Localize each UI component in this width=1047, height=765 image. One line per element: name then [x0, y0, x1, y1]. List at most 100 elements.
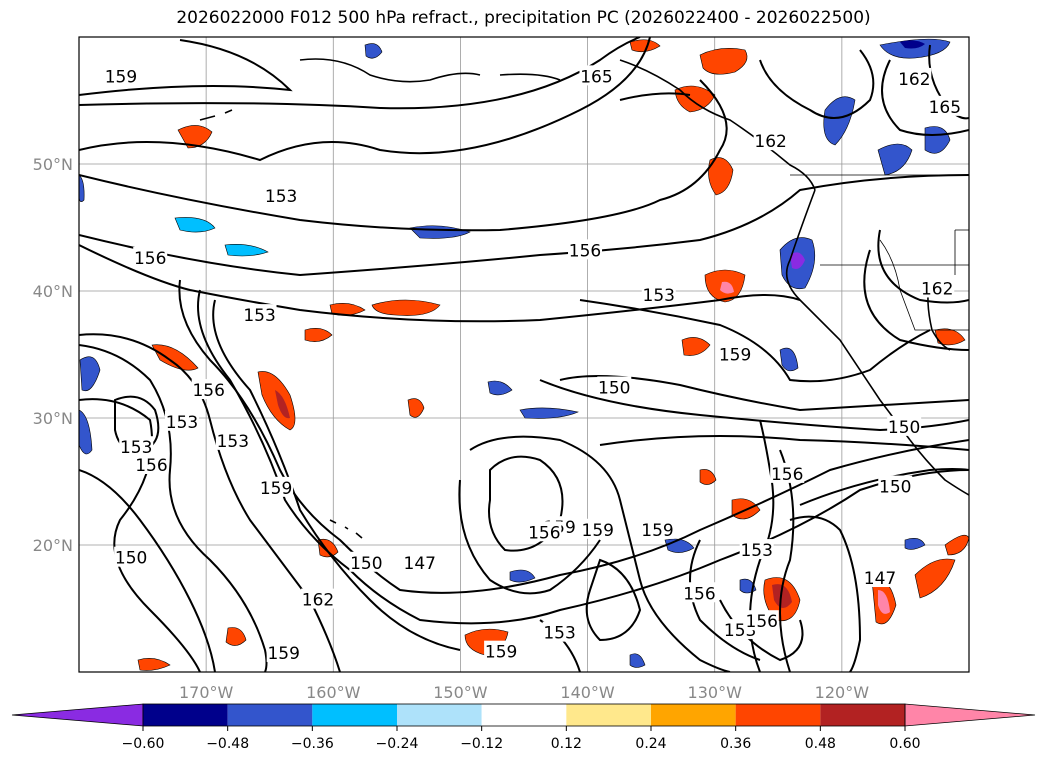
contour-label: 147 — [404, 554, 436, 574]
contour-label: 147 — [864, 569, 896, 589]
colorbar-bin — [397, 704, 482, 726]
contour-label-bg — [580, 518, 615, 539]
x-tick-label: 140°W — [560, 683, 615, 702]
contour-label: 156 — [134, 249, 166, 269]
contour-label: 156 — [135, 456, 167, 476]
colorbar-tick-label: −0.24 — [376, 736, 419, 752]
contour-label: 156 — [569, 241, 601, 261]
contour-label: 153 — [166, 413, 198, 433]
contour-label: 156 — [771, 465, 803, 485]
contour-label: 159 — [719, 346, 751, 366]
colorbar-bin — [481, 704, 567, 726]
colorbar-extend-high — [904, 703, 1036, 727]
contour-label: 156 — [746, 612, 778, 632]
contour-label: 153 — [643, 286, 675, 306]
contour-label: 156 — [192, 381, 224, 401]
x-axis-ticks: 170°W 160°W 150°W 140°W 130°W 120°W — [179, 683, 869, 702]
colorbar-bin — [143, 704, 228, 726]
contour-label-bg — [349, 551, 384, 572]
colorbar-tick-label: 0.48 — [805, 736, 836, 752]
colorbar-tick-label: −0.48 — [206, 736, 249, 752]
contour-lines — [79, 37, 969, 672]
contour-label-bg — [718, 343, 753, 364]
contour-label: 162 — [898, 70, 930, 90]
contour-label-bg — [402, 551, 437, 572]
colorbar: −0.60 −0.48 −0.36 −0.24 −0.12 0.12 0.24 0.36 0.4… — [11, 703, 1036, 752]
contour-label-bg — [739, 539, 774, 560]
chart-title: 2026022000 F012 500 hPa refract., precip… — [176, 8, 871, 28]
x-tick-label: 160°W — [306, 683, 361, 702]
contour-label-bg — [134, 453, 169, 474]
x-tick-label: 150°W — [433, 683, 488, 702]
colorbar-tick-label: 0.24 — [635, 736, 666, 752]
contour-label: 165 — [580, 67, 612, 87]
contour-label-bg — [878, 475, 913, 496]
contour-label: 159 — [641, 521, 673, 541]
contour-label-bg — [682, 582, 717, 603]
contour-label-bg — [927, 95, 962, 116]
contour-label-bg — [103, 65, 138, 86]
y-tick-label: 40°N — [33, 282, 73, 301]
contour-label-bg — [114, 546, 149, 567]
coastlines — [199, 58, 969, 539]
map-area — [79, 37, 969, 672]
y-tick-label: 30°N — [33, 409, 73, 428]
contour-label: 165 — [929, 98, 961, 118]
contour-label-bg — [484, 640, 519, 661]
colorbar-tick-label: 0.36 — [720, 736, 751, 752]
x-tick-label: 120°W — [815, 683, 870, 702]
contour-label: 153 — [120, 438, 152, 458]
contour-label-bg — [242, 304, 277, 325]
contour-label: 162 — [302, 591, 334, 611]
colorbar-tick-label: −0.60 — [122, 736, 165, 752]
contour-label-bg — [191, 379, 226, 400]
colorbar-tick-label: −0.12 — [460, 736, 503, 752]
contour-label-bg — [264, 184, 299, 205]
contour-label-bg — [542, 621, 577, 642]
colorbar-frame — [142, 703, 906, 727]
contour-label-bg — [133, 246, 168, 267]
contour-label-bg — [640, 518, 675, 539]
contour-label: 150 — [598, 379, 630, 399]
contour-label-bg — [164, 410, 199, 431]
contour-label: 153 — [740, 541, 772, 561]
colorbar-bin — [227, 704, 313, 726]
contour-label: 153 — [217, 432, 249, 452]
contour-label-bg — [897, 67, 932, 88]
x-tick-label: 130°W — [688, 683, 743, 702]
contour-label: 150 — [888, 418, 920, 438]
contour-label: 156 — [683, 584, 715, 604]
map-frame — [78, 36, 970, 673]
colorbar-bin — [820, 704, 905, 726]
colorbar-tick-label: 0.12 — [551, 736, 582, 752]
colorbar-bin — [651, 704, 736, 726]
contour-label: 150 — [115, 549, 147, 569]
contour-label: 159 — [485, 643, 517, 663]
contour-label: 153 — [243, 306, 275, 326]
contour-label-bg — [753, 130, 788, 151]
x-tick-label: 170°W — [179, 683, 234, 702]
contour-label: 159 — [105, 67, 137, 87]
colorbar-tick-label: 0.60 — [889, 736, 920, 752]
contour-label-bg — [527, 521, 562, 542]
contour-label-bg — [597, 376, 632, 397]
contour-label-bg — [301, 588, 336, 609]
borders — [790, 174, 969, 331]
contour-label-bg — [568, 239, 603, 260]
y-axis-ticks: 20°N 30°N 40°N 50°N — [33, 155, 73, 555]
contour-label-bg — [579, 65, 614, 86]
contour-label: 150 — [879, 478, 911, 498]
contour-label: 159 — [582, 521, 614, 541]
contour-label-bg — [887, 415, 922, 436]
contour-label-bg — [920, 277, 955, 298]
colorbar-bin — [312, 704, 397, 726]
y-tick-label: 50°N — [33, 155, 73, 174]
contour-label: 159 — [267, 644, 299, 664]
contour-label: 153 — [543, 624, 575, 644]
colorbar-extend-low — [11, 703, 144, 727]
colorbar-bin — [566, 704, 651, 726]
contour-label: 162 — [754, 132, 786, 152]
contour-label: 153 — [265, 187, 297, 207]
colorbar-tick-label: −0.36 — [291, 736, 334, 752]
